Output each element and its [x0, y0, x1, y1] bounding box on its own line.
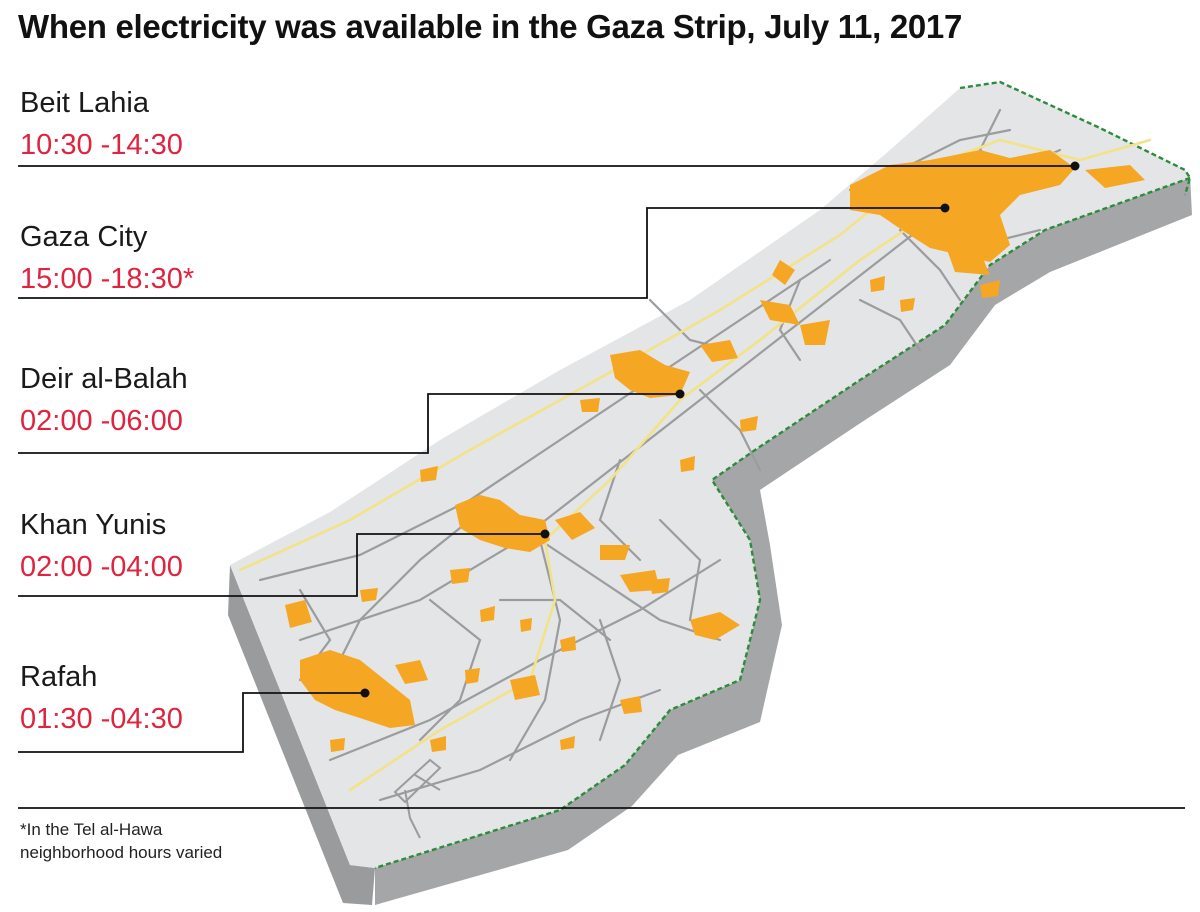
area-name: Beit Lahia	[20, 87, 149, 119]
built-up-khan-yunis	[455, 495, 550, 552]
leader-khan-yunis	[18, 533, 545, 597]
footnote-line-1: *In the Tel al-Hawa	[20, 820, 163, 839]
border-line	[374, 80, 1192, 870]
area-hours: 02:00 -06:00	[20, 405, 183, 437]
area-hours: 02:00 -04:00	[20, 551, 183, 583]
built-up-areas	[285, 150, 1145, 752]
leader-deir-al-balah	[18, 393, 680, 454]
footnote-line-2: neighborhood hours varied	[20, 843, 223, 862]
dot-gaza-city	[940, 203, 950, 213]
area-hours: 10:30 -14:30	[20, 129, 183, 161]
area-hours: 01:30 -04:30	[20, 703, 183, 735]
area-name: Khan Yunis	[20, 509, 167, 541]
gaza-strip-land	[230, 82, 1190, 868]
dot-rafah	[360, 688, 370, 698]
leader-lines	[18, 165, 1185, 809]
label-deir-al-balah: Deir al-Balah 02:00 -06:00	[20, 362, 188, 438]
leader-rafah	[18, 692, 365, 753]
label-rafah: Rafah 01:30 -04:30	[20, 660, 183, 736]
location-dots	[360, 161, 1080, 698]
built-up-gaza-city	[850, 150, 1075, 262]
label-beit-lahia: Beit Lahia 10:30 -14:30	[20, 86, 183, 162]
map-extrusion-side	[228, 565, 375, 905]
footnote: *In the Tel al-Hawa neighborhood hours v…	[20, 818, 222, 864]
area-name: Rafah	[20, 661, 98, 693]
dot-deir-al-balah	[675, 389, 685, 399]
dot-khan-yunis	[540, 529, 550, 539]
area-name: Gaza City	[20, 221, 148, 253]
chart-title: When electricity was available in the Ga…	[18, 8, 963, 45]
area-name: Deir al-Balah	[20, 363, 188, 395]
built-up-rafah	[300, 650, 415, 728]
leader-gaza-city	[18, 207, 945, 299]
airport-runway	[393, 758, 442, 839]
built-up-deir-al-balah	[610, 350, 690, 398]
label-khan-yunis: Khan Yunis 02:00 -04:00	[20, 508, 183, 584]
label-gaza-city: Gaza City 15:00 -18:30*	[20, 220, 194, 296]
area-hours: 15:00 -18:30*	[20, 263, 195, 295]
dot-beit-lahia	[1070, 161, 1080, 171]
